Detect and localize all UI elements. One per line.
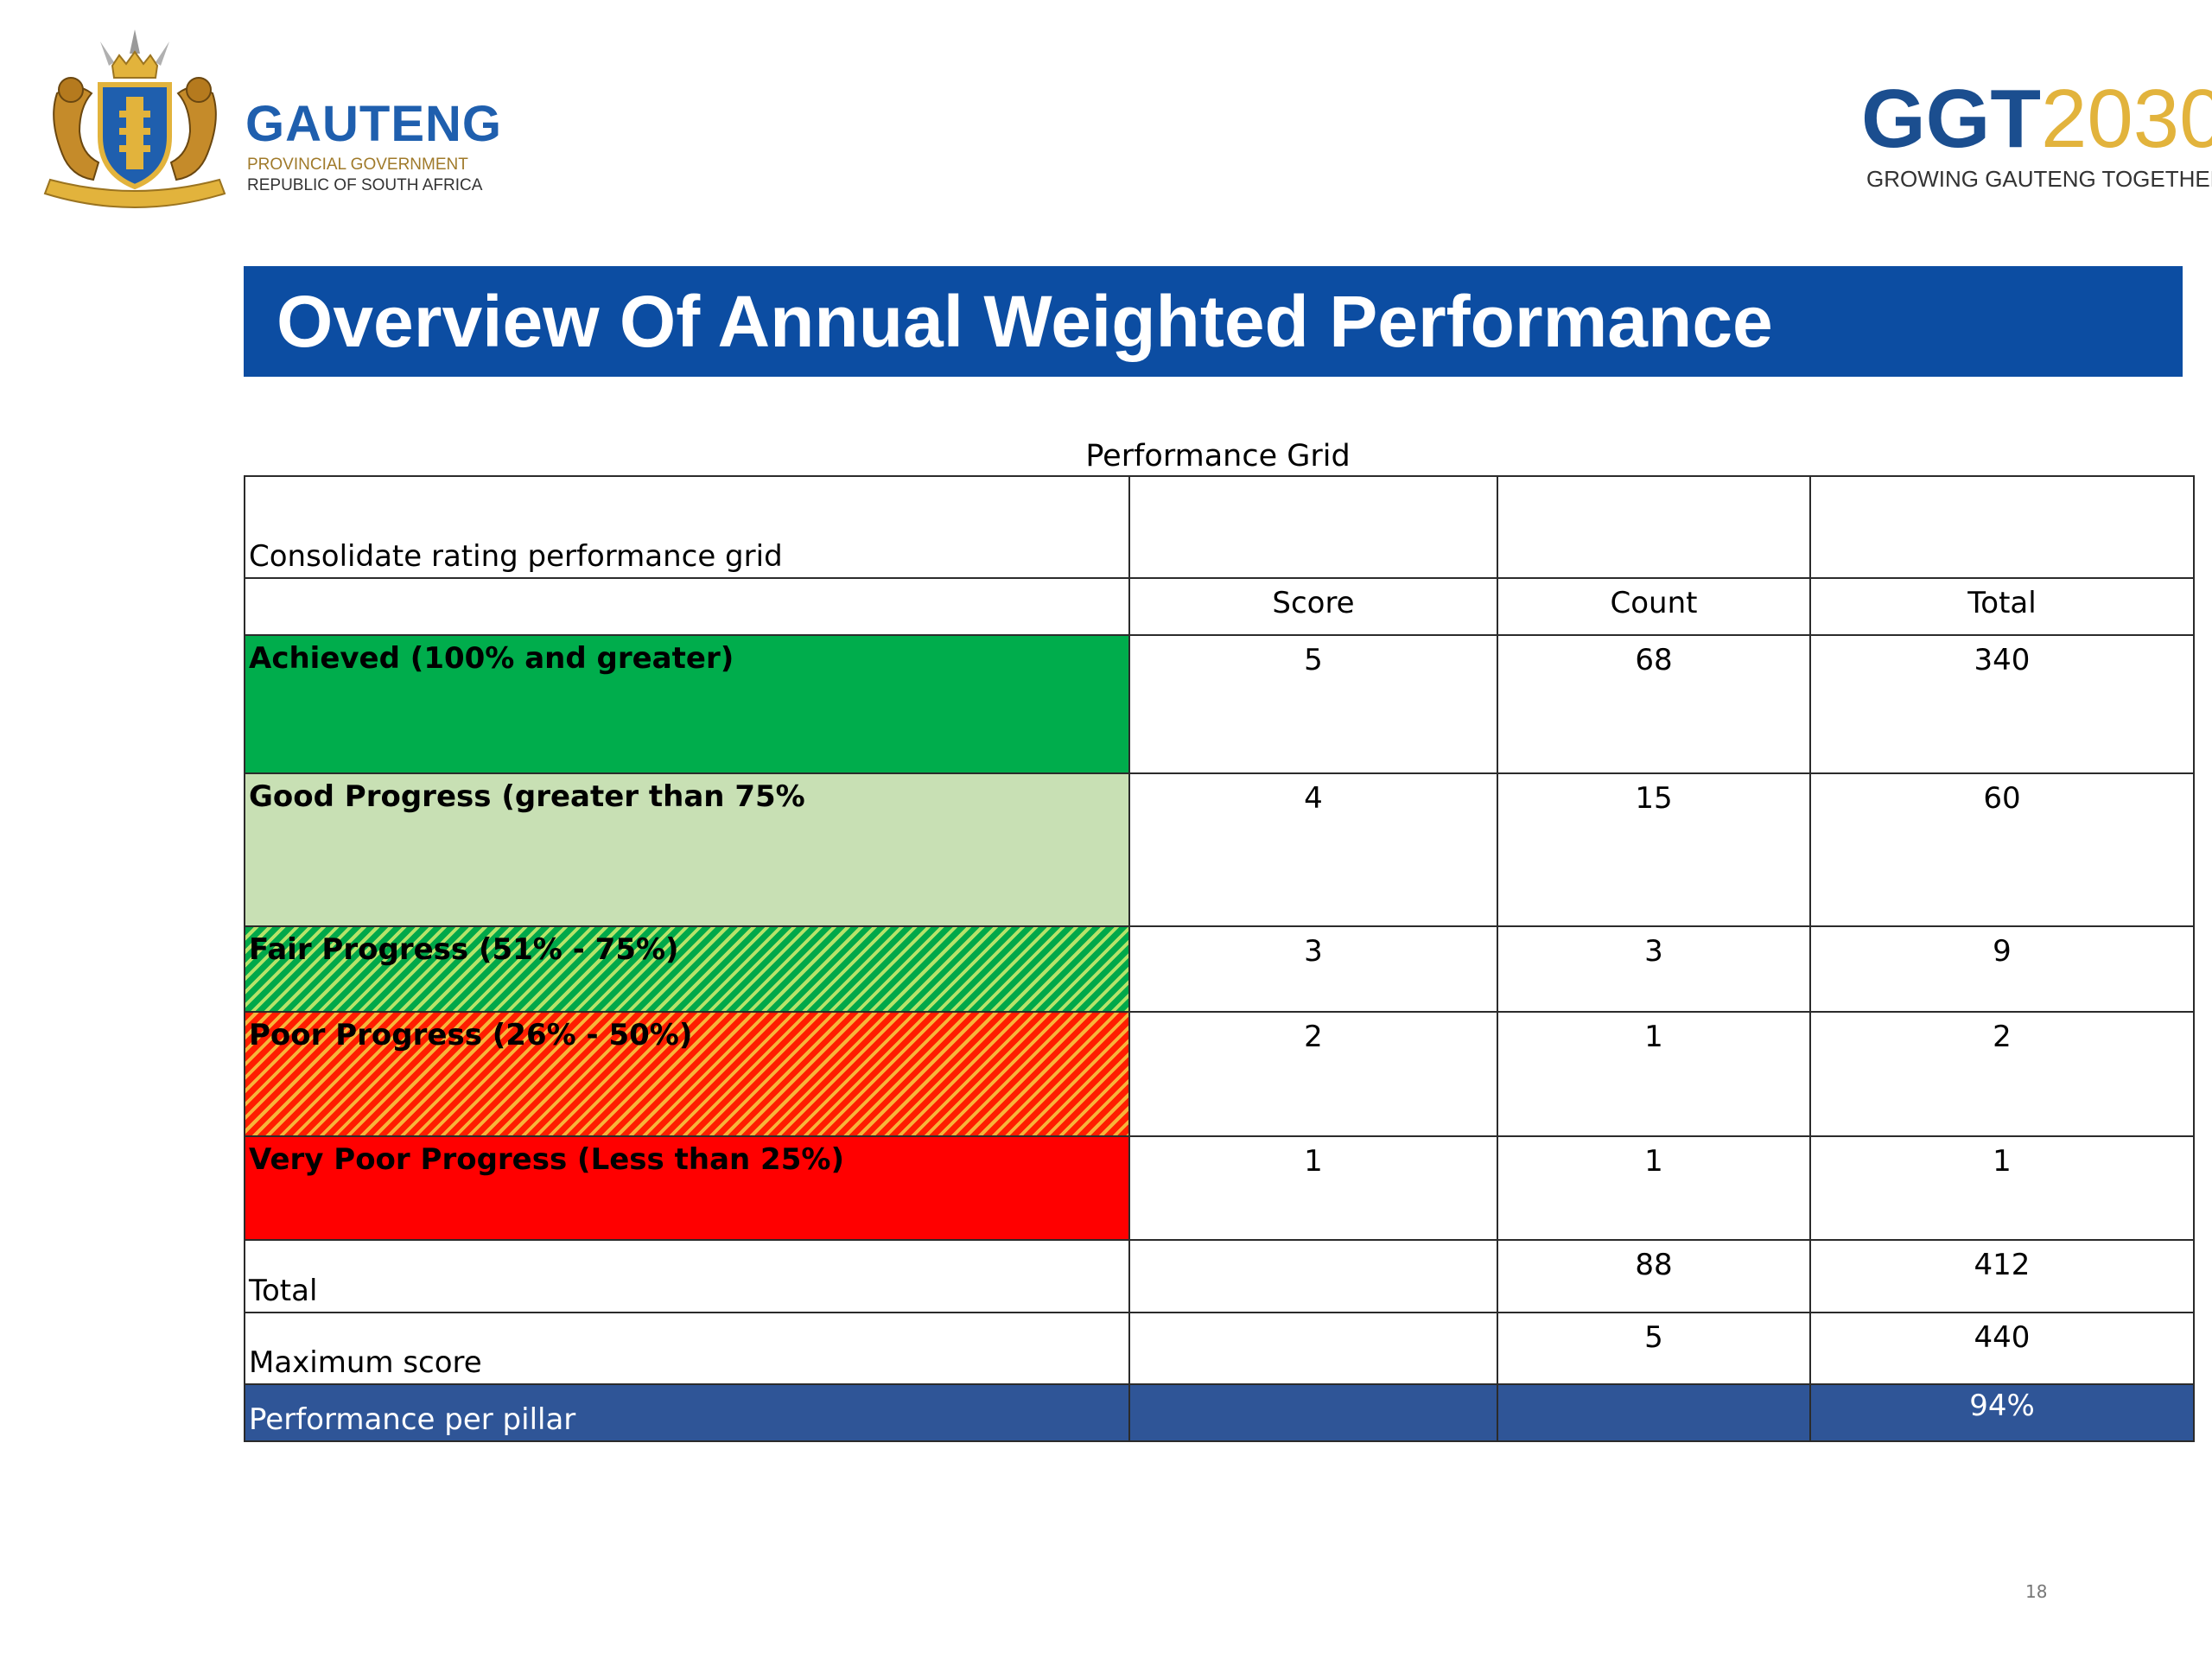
total-label: Total [244, 1239, 1130, 1313]
empty-cell [1128, 1312, 1498, 1385]
count-cell: 15 [1497, 772, 1811, 927]
table-row: Achieved (100% and greater) 5 68 340 [244, 634, 2195, 774]
total-cell: 9 [1809, 925, 2195, 1013]
gauteng-logo: GAUTENG PROVINCIAL GOVERNMENT REPUBLIC O… [40, 24, 501, 223]
ggt2030-wordmark: GGT2030 [1861, 78, 2212, 161]
table-row: Poor Progress (26% - 50%) 2 1 2 [244, 1011, 2195, 1137]
title-banner: Overview Of Annual Weighted Performance [244, 266, 2183, 377]
ggt-tagline: GROWING GAUTENG TOGETHER [1866, 166, 2212, 192]
gauteng-country: REPUBLIC OF SOUTH AFRICA [247, 176, 483, 194]
total-row: Total 88 412 [244, 1239, 2195, 1313]
rating-label-achieved: Achieved (100% and greater) [244, 634, 1130, 774]
count-cell: 1 [1497, 1135, 1811, 1241]
page-title: Overview Of Annual Weighted Performance [276, 280, 1773, 362]
total-cell: 340 [1809, 634, 2195, 774]
max-total-cell: 440 [1809, 1312, 2195, 1385]
max-score-label: Maximum score [244, 1312, 1130, 1385]
count-cell: 1 [1497, 1011, 1811, 1137]
performance-grid-table: Consolidate rating performance grid Scor… [244, 475, 2195, 1442]
ggt2030-logo: GGT2030 GROWING GAUTENG TOGETHER [1861, 78, 2212, 199]
total-cell: 1 [1809, 1135, 2195, 1241]
rating-label-poor-progress: Poor Progress (26% - 50%) [244, 1011, 1130, 1137]
gauteng-coat-of-arms-icon [43, 29, 226, 208]
total-total-cell: 412 [1809, 1239, 2195, 1313]
total-count-cell: 88 [1497, 1239, 1811, 1313]
year-2030-text: 2030 [2040, 73, 2212, 165]
empty-cell [1128, 1383, 1498, 1442]
rating-label-fair-progress: Fair Progress (51% - 75%) [244, 925, 1130, 1013]
score-cell: 2 [1128, 1011, 1498, 1137]
table-row: Very Poor Progress (Less than 25%) 1 1 1 [244, 1135, 2195, 1241]
performance-per-pillar-label: Performance per pillar [244, 1383, 1130, 1442]
column-header-count: Count [1497, 577, 1811, 636]
max-count-cell: 5 [1497, 1312, 1811, 1385]
table-header-row: Score Count Total [244, 577, 2195, 636]
total-cell: 2 [1809, 1011, 2195, 1137]
table-row: Fair Progress (51% - 75%) 3 3 9 [244, 925, 2195, 1013]
performance-per-pillar-row: Performance per pillar 94% [244, 1383, 2195, 1442]
ggt-text: GGT [1861, 73, 2041, 165]
max-score-row: Maximum score 5 440 [244, 1312, 2195, 1385]
score-cell: 3 [1128, 925, 1498, 1013]
total-cell: 60 [1809, 772, 2195, 927]
column-header-score: Score [1128, 577, 1498, 636]
table-row: Consolidate rating performance grid [244, 475, 2195, 579]
page-number: 18 [2025, 1581, 2048, 1602]
empty-cell [1128, 475, 1498, 579]
score-cell: 5 [1128, 634, 1498, 774]
empty-cell [1128, 1239, 1498, 1313]
count-cell: 68 [1497, 634, 1811, 774]
score-cell: 4 [1128, 772, 1498, 927]
performance-percentage: 94% [1809, 1383, 2195, 1442]
empty-cell [1497, 475, 1811, 579]
gauteng-name: GAUTENG [245, 96, 502, 152]
gauteng-subtitle: PROVINCIAL GOVERNMENT [247, 156, 468, 174]
rating-label-very-poor-progress: Very Poor Progress (Less than 25%) [244, 1135, 1130, 1241]
count-cell: 3 [1497, 925, 1811, 1013]
table-row: Good Progress (greater than 75% 4 15 60 [244, 772, 2195, 927]
empty-cell [1497, 1383, 1811, 1442]
empty-cell [1809, 475, 2195, 579]
performance-grid-caption: Performance Grid [1085, 439, 1351, 474]
column-header-total: Total [1809, 577, 2195, 636]
grid-header-label: Consolidate rating performance grid [244, 475, 1130, 579]
empty-cell [244, 577, 1130, 636]
score-cell: 1 [1128, 1135, 1498, 1241]
rating-label-good-progress: Good Progress (greater than 75% [244, 772, 1130, 927]
